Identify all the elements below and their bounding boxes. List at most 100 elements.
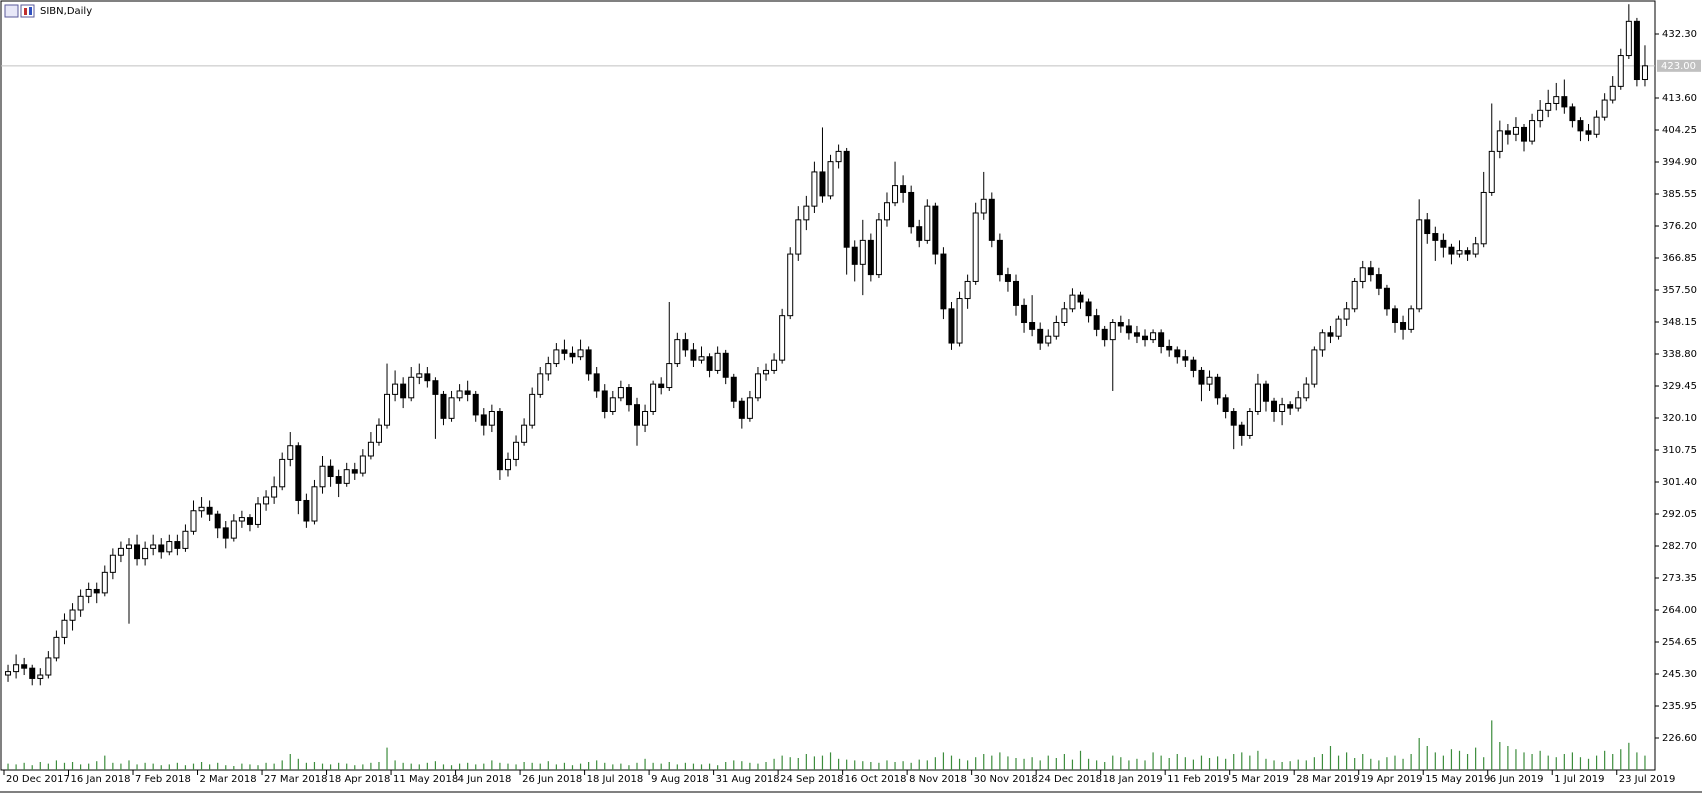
candle-body xyxy=(996,239,1003,276)
candle-body xyxy=(1391,308,1398,324)
candle-body xyxy=(351,469,358,474)
candle-body xyxy=(424,373,431,382)
candle-body xyxy=(287,445,294,460)
candle-body xyxy=(521,424,528,443)
candle-body xyxy=(593,373,600,392)
candle-body xyxy=(932,205,939,255)
candle-body xyxy=(1133,332,1140,337)
x-tick-label: 18 Apr 2018 xyxy=(329,774,391,785)
candle-body xyxy=(496,410,503,471)
candle-body xyxy=(706,356,713,371)
candle-body xyxy=(472,393,479,416)
candle-body xyxy=(117,547,124,556)
x-tick-label: 19 Apr 2019 xyxy=(1361,774,1423,785)
candle-body xyxy=(1190,359,1197,371)
candle-body xyxy=(561,349,568,354)
x-tick-label: 1 Jul 2019 xyxy=(1554,774,1604,785)
candle-body xyxy=(1271,400,1278,412)
candle-body xyxy=(198,506,205,512)
candle-body xyxy=(295,445,302,501)
candle-body xyxy=(214,513,221,529)
x-tick-label: 4 Jun 2018 xyxy=(458,774,512,785)
candle-body xyxy=(1480,191,1487,245)
x-tick-label: 15 May 2019 xyxy=(1425,774,1490,785)
candle-body xyxy=(513,441,520,460)
candle-body xyxy=(1125,325,1132,334)
y-tick-label: 226.60 xyxy=(1662,733,1697,744)
candle-body xyxy=(803,205,810,221)
candle-body xyxy=(1569,106,1576,122)
candle-body xyxy=(698,356,705,361)
y-tick-label: 273.35 xyxy=(1662,573,1697,584)
candle-body xyxy=(359,455,366,474)
candle-body xyxy=(5,671,12,676)
candle-body xyxy=(1367,267,1374,276)
y-tick-label: 338.80 xyxy=(1662,349,1697,360)
y-tick-label: 385.55 xyxy=(1662,189,1697,200)
candle-body xyxy=(1093,315,1100,330)
y-tick-label: 413.60 xyxy=(1662,93,1697,104)
candle-body xyxy=(1504,130,1511,135)
x-tick-label: 20 Dec 2017 xyxy=(6,774,70,785)
candle-body xyxy=(537,373,544,395)
candle-body xyxy=(238,517,245,522)
candle-body xyxy=(819,171,826,197)
candle-body xyxy=(553,349,560,365)
candle-body xyxy=(1456,250,1463,255)
candle-body xyxy=(400,383,407,399)
candle-body xyxy=(1488,150,1495,193)
candle-body xyxy=(1077,294,1084,303)
candle-body xyxy=(1004,274,1011,282)
candle-body xyxy=(1432,233,1439,241)
x-tick-label: 18 Jul 2018 xyxy=(587,774,644,785)
chart-icon xyxy=(4,4,35,18)
candle-body xyxy=(335,476,342,484)
candle-body xyxy=(972,212,979,282)
candle-body xyxy=(779,315,786,361)
x-tick-label: 16 Jan 2018 xyxy=(71,774,131,785)
candle-body xyxy=(1101,328,1108,341)
candle-body xyxy=(867,239,874,276)
candle-body xyxy=(577,349,584,358)
candle-body xyxy=(1198,369,1205,385)
candle-body xyxy=(1327,332,1334,337)
candle-body xyxy=(1012,280,1019,306)
candle-body xyxy=(642,410,649,426)
candle-body xyxy=(738,400,745,419)
candle-body xyxy=(222,527,229,539)
candle-body xyxy=(835,150,842,163)
candle-body xyxy=(101,571,108,594)
candle-body xyxy=(263,496,270,505)
x-tick-label: 11 Feb 2019 xyxy=(1167,774,1229,785)
x-tick-label: 7 Feb 2018 xyxy=(135,774,191,785)
candle-body xyxy=(529,393,536,426)
candle-body xyxy=(1545,102,1552,111)
x-tick-label: 24 Sep 2018 xyxy=(780,774,843,785)
candle-body xyxy=(658,383,665,389)
candle-body xyxy=(69,609,76,621)
candle-body xyxy=(827,161,834,197)
candle-body xyxy=(1383,287,1390,310)
candle-body xyxy=(1142,335,1149,341)
candle-body xyxy=(53,636,60,659)
y-tick-label: 366.85 xyxy=(1662,253,1697,264)
candle-body xyxy=(988,198,995,241)
candle-body xyxy=(1641,65,1648,81)
candle-body xyxy=(690,349,697,361)
y-tick-label: 282.70 xyxy=(1662,541,1697,552)
candle-body xyxy=(1359,267,1366,282)
candle-body xyxy=(432,380,439,395)
x-tick-label: 16 Oct 2018 xyxy=(845,774,907,785)
candle-body xyxy=(77,595,84,611)
candle-body xyxy=(343,469,350,484)
candle-body xyxy=(1448,246,1455,255)
candle-body xyxy=(1408,308,1415,330)
candle-body xyxy=(1593,116,1600,135)
candle-body xyxy=(255,503,262,525)
candle-body xyxy=(924,205,931,241)
candle-body xyxy=(1472,243,1479,255)
candle-body xyxy=(964,280,971,300)
y-tick-label: 329.45 xyxy=(1662,381,1697,392)
y-tick-label: 376.20 xyxy=(1662,221,1697,232)
y-tick-label: 394.90 xyxy=(1662,157,1697,168)
